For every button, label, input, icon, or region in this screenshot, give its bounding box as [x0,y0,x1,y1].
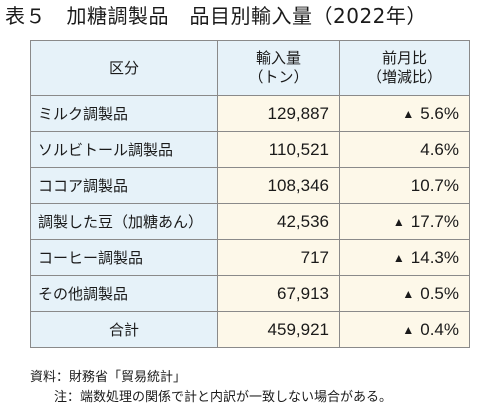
row-change-value: 14.3% [410,247,459,267]
row-name: コーヒー調製品 [30,239,218,276]
header-change-unit: （増減比） [366,68,442,86]
total-volume: 459,921 [217,311,340,348]
row-name: 調製した豆（加糖あん） [30,203,218,240]
table-row: コーヒー調製品 717 ▲ 14.3% [30,239,470,276]
row-change: ▲ 17.7% [339,203,470,240]
header-change-label: 前月比 [381,49,427,67]
table-row: ソルビトール調製品 110,521 4.6% [30,131,470,168]
source-note: 資料：財務省「貿易統計」 [30,370,187,385]
row-volume: 108,346 [217,167,340,204]
table-row: ミルク調製品 129,887 ▲ 5.6% [30,95,470,132]
row-change-value: 4.6% [420,139,459,159]
row-change-value: 17.7% [410,211,459,231]
header-change: 前月比 （増減比） [339,40,470,96]
row-change: ▲ 14.3% [339,239,470,276]
decrease-triangle-icon: ▲ [392,250,405,265]
row-change: ▲ 0.5% [339,275,470,312]
header-volume-unit: （トン） [248,68,309,86]
row-change-value: 10.7% [410,175,459,195]
total-row: 合計 459,921 ▲ 0.4% [30,311,470,348]
header-category-label: 区分 [108,58,139,77]
row-volume: 717 [217,239,340,276]
table-title: 表５ 加糖調製品 品目別輸入量（2022年） [5,4,427,28]
decrease-triangle-icon: ▲ [392,214,405,229]
table-notes: 資料：財務省「貿易統計」 注：端数処理の関係で計と内訳が一致しない場合がある。 [30,368,392,408]
table-row: その他調製品 67,913 ▲ 0.5% [30,275,470,312]
total-name: 合計 [30,311,218,348]
row-volume: 67,913 [217,275,340,312]
row-volume: 42,536 [217,203,340,240]
row-name: ソルビトール調製品 [30,131,218,168]
header-row: 区分 輸入量 （トン） 前月比 （増減比） [30,40,470,96]
import-volume-table: 区分 輸入量 （トン） 前月比 （増減比） ミルク調製品 129,887 ▲ 5.… [30,40,470,348]
total-change: ▲ 0.4% [339,311,470,348]
row-name: ミルク調製品 [30,95,218,132]
row-volume: 110,521 [217,131,340,168]
header-category: 区分 [30,40,218,96]
decrease-triangle-icon: ▲ [402,322,415,337]
decrease-triangle-icon: ▲ [402,106,415,121]
table-row: ココア調製品 108,346 10.7% [30,167,470,204]
row-change: ▲ 5.6% [339,95,470,132]
rounding-note: 注：端数処理の関係で計と内訳が一致しない場合がある。 [54,390,393,405]
row-change: 10.7% [339,167,470,204]
header-volume: 輸入量 （トン） [217,40,340,96]
total-change-value: 0.4% [420,319,459,339]
row-change: 4.6% [339,131,470,168]
table-row: 調製した豆（加糖あん） 42,536 ▲ 17.7% [30,203,470,240]
header-volume-label: 輸入量 [255,49,301,67]
row-change-value: 0.5% [420,283,459,303]
row-change-value: 5.6% [420,103,459,123]
decrease-triangle-icon: ▲ [402,286,415,301]
row-volume: 129,887 [217,95,340,132]
row-name: ココア調製品 [30,167,218,204]
row-name: その他調製品 [30,275,218,312]
